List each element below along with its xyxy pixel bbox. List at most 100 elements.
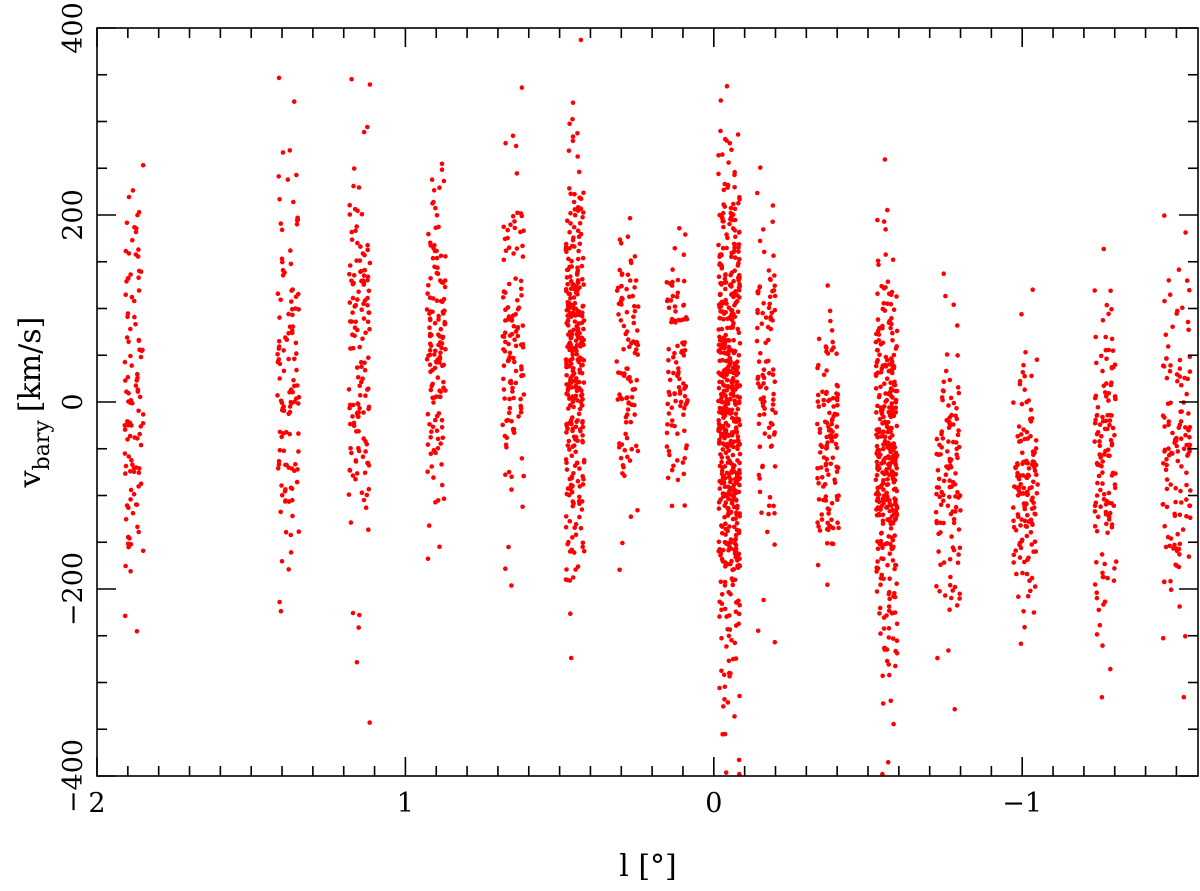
data-point <box>672 391 677 397</box>
data-point <box>436 317 441 322</box>
data-point <box>133 383 139 388</box>
data-point <box>682 405 687 411</box>
data-point <box>276 174 282 179</box>
data-point <box>365 124 370 130</box>
data-point <box>816 362 821 368</box>
data-point <box>891 594 896 599</box>
data-point <box>1168 578 1173 584</box>
data-point <box>577 221 583 226</box>
data-point <box>357 383 363 389</box>
data-point <box>357 344 363 350</box>
data-point <box>443 254 448 259</box>
data-point <box>1112 485 1118 491</box>
data-point <box>722 392 728 398</box>
data-point <box>289 400 294 406</box>
data-point <box>945 449 950 454</box>
data-point <box>885 494 890 499</box>
data-point <box>874 443 880 449</box>
data-point <box>879 411 885 417</box>
data-point <box>276 357 282 362</box>
data-point <box>505 227 511 233</box>
data-point <box>1176 564 1182 570</box>
data-point <box>671 370 676 376</box>
data-point <box>130 510 136 516</box>
data-point <box>138 481 144 487</box>
data-point <box>1032 468 1038 473</box>
data-point <box>827 308 833 314</box>
data-point <box>1021 362 1026 368</box>
data-point <box>123 463 129 469</box>
data-point <box>889 469 895 474</box>
data-point <box>729 415 735 421</box>
data-point <box>136 288 142 293</box>
data-point <box>520 254 526 259</box>
data-point <box>577 195 582 200</box>
data-point <box>134 226 139 231</box>
data-point <box>829 517 834 523</box>
data-point <box>733 387 738 392</box>
data-point <box>947 484 953 490</box>
data-point <box>761 597 766 603</box>
data-point <box>1104 426 1110 432</box>
data-point <box>880 673 885 679</box>
data-point <box>1173 438 1179 443</box>
data-point <box>570 415 575 420</box>
data-point <box>816 404 822 409</box>
data-point <box>893 399 898 405</box>
data-point <box>724 83 730 89</box>
data-point <box>1187 503 1192 509</box>
data-point <box>1172 542 1177 548</box>
data-point <box>575 154 580 159</box>
data-point <box>426 283 431 288</box>
data-point <box>1031 500 1036 506</box>
data-point <box>428 243 434 248</box>
data-point <box>354 471 360 476</box>
data-point <box>881 429 886 435</box>
data-point <box>956 428 961 433</box>
data-point <box>834 433 839 438</box>
data-point <box>947 557 953 562</box>
data-point <box>882 404 887 409</box>
data-point <box>1035 482 1040 487</box>
data-point <box>564 249 569 254</box>
data-point <box>734 299 740 304</box>
data-point <box>505 317 511 322</box>
data-point <box>130 188 136 193</box>
data-point <box>576 234 582 239</box>
data-point <box>569 385 575 390</box>
data-point <box>951 302 956 308</box>
data-point <box>825 520 830 526</box>
data-point <box>432 248 438 254</box>
data-point <box>575 208 581 213</box>
data-point <box>623 420 629 425</box>
data-point <box>1096 473 1102 479</box>
data-point <box>293 294 299 300</box>
data-point <box>669 418 675 423</box>
data-point <box>513 143 519 149</box>
data-point <box>881 487 886 492</box>
data-point <box>564 382 569 387</box>
data-point <box>736 287 742 293</box>
data-point <box>500 295 506 300</box>
data-point <box>519 366 524 372</box>
data-point <box>946 648 951 653</box>
data-point <box>294 479 300 485</box>
data-point <box>829 500 835 506</box>
data-point <box>434 255 440 261</box>
data-point <box>431 188 437 193</box>
data-point <box>716 506 722 511</box>
data-point <box>290 312 295 318</box>
data-point <box>627 344 632 350</box>
data-point <box>136 275 141 281</box>
data-point <box>732 268 737 274</box>
data-point <box>365 247 371 253</box>
data-point <box>361 129 367 135</box>
data-point <box>1184 482 1189 488</box>
data-point <box>365 303 370 308</box>
data-point <box>575 398 580 403</box>
data-point <box>568 296 573 301</box>
data-point <box>427 317 433 323</box>
data-point <box>289 330 295 336</box>
data-point <box>351 273 357 278</box>
data-point <box>772 283 777 289</box>
